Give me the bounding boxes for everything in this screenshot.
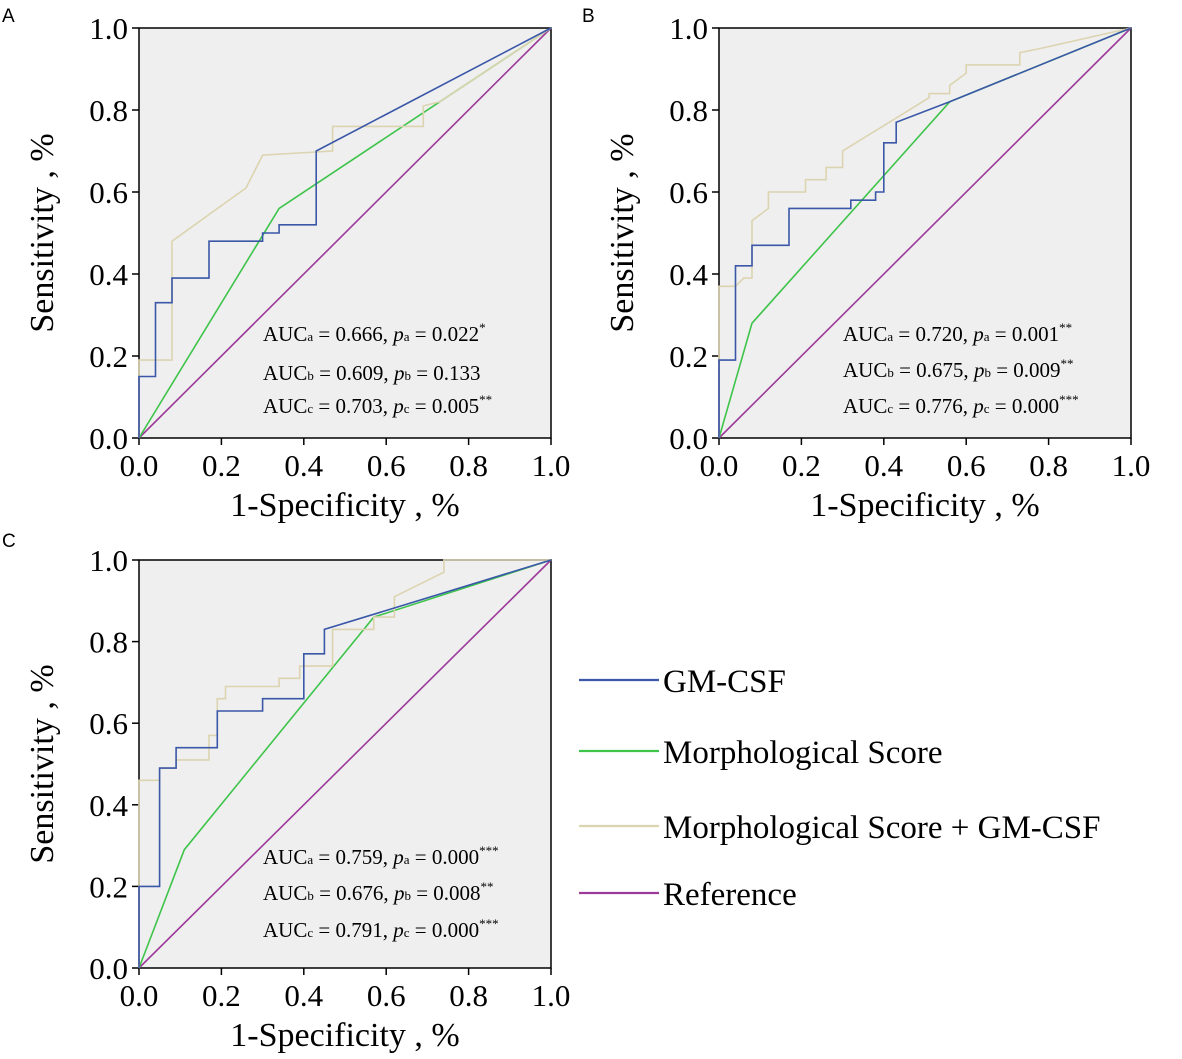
y-tick-label: 1.0 [89,543,128,578]
legend: GM-CSF Morphological Score Morphological S… [579,664,1101,913]
auc-annotation: AUCb = 0.609, pb = 0.133 [263,361,481,385]
x-tick-label: 0.0 [700,448,739,483]
panel-label: B [582,6,595,27]
x-tick-label: 0.6 [367,448,406,483]
series-line-combined [718,27,1132,438]
y-tick-label: 0.6 [669,175,708,210]
x-tick-label: 0.2 [202,448,241,483]
series-line-combined [138,27,552,438]
x-tick-label: 0.4 [284,448,323,483]
y-tick-label: 0.2 [669,339,708,374]
x-tick-label: 0.8 [449,978,488,1013]
legend-label: Reference [663,877,797,913]
x-tick-label: 1.0 [532,448,571,483]
y-tick-label: 0.0 [669,421,708,456]
auc-annotation: AUCb = 0.676, pb = 0.008** [263,879,494,905]
y-tick-label: 0.6 [89,706,128,741]
auc-annotation: AUCc = 0.703, pc = 0.005** [263,392,492,418]
x-tick-label: 0.0 [120,978,159,1013]
x-tick-label: 0.4 [284,978,323,1013]
x-tick-label: 1.0 [1112,448,1151,483]
y-tick-label: 0.2 [89,339,128,374]
y-axis-label: Sensitivity , % [24,664,61,863]
panel-A: A 0.00.0 0.2 0.2 0.4 0.4 0.6 0.6 0.8 0.8 1.0 1.0 1-S… [2,6,570,524]
legend-label: Morphological Score + GM-CSF [663,810,1101,846]
y-tick-label: 0.2 [89,869,128,904]
y-tick-label: 1.0 [89,11,128,46]
y-tick-label: 0.4 [89,257,128,292]
x-tick-label: 0.6 [367,978,406,1013]
panel-label: A [2,6,15,27]
auc-annotation: AUCa = 0.720, pa = 0.001** [843,320,1072,346]
x-tick-label: 0.2 [782,448,821,483]
x-axis-label: 1-Specificity , % [230,487,459,524]
series-line-gm-csf [138,27,552,438]
y-tick-label: 0.8 [89,93,128,128]
y-tick-label: 0.6 [89,175,128,210]
y-tick-label: 0.8 [89,625,128,660]
x-tick-label: 0.0 [120,448,159,483]
auc-annotation: AUCc = 0.791, pc = 0.000*** [263,916,499,942]
series-line-gm-csf [718,27,1132,438]
y-tick-label: 0.0 [89,421,128,456]
x-tick-label: 0.8 [1029,448,1068,483]
y-axis-label: Sensitivity , % [604,133,641,332]
panel-B: B 0.00.0 0.2 0.2 0.4 0.4 0.6 0.6 0.8 0.8 1.0 1.0 1-S… [582,6,1150,524]
panel-label: C [2,531,16,552]
y-tick-label: 0.8 [669,93,708,128]
legend-label: Morphological Score [663,735,943,771]
x-axis-label: 1-Specificity , % [230,1017,459,1054]
auc-annotation: AUCa = 0.666, pa = 0.022* [263,320,486,346]
y-tick-label: 0.0 [89,951,128,986]
panel-C: C 0.00.0 0.2 0.2 0.4 0.4 0.6 0.6 0.8 0.8 1.0 1.0 1-S… [2,531,570,1054]
y-tick-label: 0.4 [669,257,708,292]
series-line-gm-csf [138,559,552,968]
series-line-reference [138,27,552,439]
x-tick-label: 0.8 [449,448,488,483]
auc-annotation: AUCa = 0.759, pa = 0.000*** [263,843,499,869]
auc-annotation: AUCc = 0.776, pc = 0.000*** [843,392,1079,418]
x-tick-label: 1.0 [532,978,571,1013]
series-line-morph [138,559,552,969]
auc-annotation: AUCb = 0.675, pb = 0.009** [843,356,1074,382]
legend-label: GM-CSF [663,664,786,700]
series-line-reference [718,27,1132,439]
series-line-reference [138,559,552,969]
x-tick-label: 0.2 [202,978,241,1013]
y-tick-label: 0.4 [89,788,128,823]
x-axis-label: 1-Specificity , % [810,487,1039,524]
y-axis-label: Sensitivity , % [24,133,61,332]
x-tick-label: 0.4 [864,448,903,483]
x-tick-label: 0.6 [947,448,986,483]
y-tick-label: 1.0 [669,11,708,46]
